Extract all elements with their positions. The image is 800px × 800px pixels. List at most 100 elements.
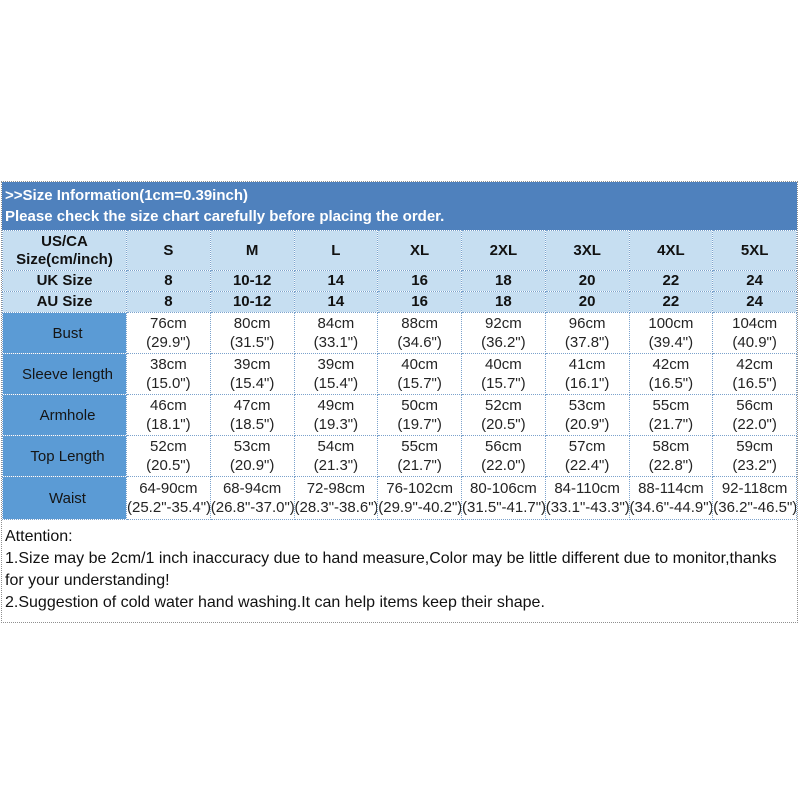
measurement-label: Bust	[2, 312, 127, 354]
value-cm: 49cm	[317, 397, 355, 414]
size-column-header: S	[126, 230, 211, 271]
value-cm: 47cm	[233, 397, 271, 414]
value-cm: 52cm	[485, 397, 522, 414]
value-inch: (33.1"-43.3")	[545, 499, 629, 516]
size-column-header: 2XL	[461, 230, 546, 271]
attention-section: Attention: 1.Size may be 2cm/1 inch inac…	[2, 520, 797, 622]
measurement-value-cell: 88cm (34.6")	[377, 312, 462, 354]
attention-note-1: 1.Size may be 2cm/1 inch inaccuracy due …	[5, 550, 777, 589]
value-cm: 55cm	[652, 397, 690, 414]
measurement-value-cell: 92cm (36.2")	[461, 312, 546, 354]
value-cm: 76-102cm	[386, 480, 453, 497]
value-inch: (22.8")	[648, 457, 694, 474]
value-cm: 40cm	[401, 356, 438, 373]
value-inch: (18.1")	[146, 416, 191, 433]
measurement-row: Waist 64-90cm (25.2"-35.4") 68-94cm (26.8"-3…	[2, 476, 797, 520]
measurement-value-cell: 49cm (19.3")	[293, 394, 379, 436]
region-size-value: 16	[377, 291, 462, 313]
region-size-value: 16	[377, 270, 462, 292]
value-inch: (26.8"-37.0")	[210, 499, 294, 516]
measurement-row: Bust 76cm (29.9") 80cm (31.5") 84cm (33.1") 88c…	[2, 312, 797, 354]
measurement-value-cell: 100cm (39.4")	[628, 312, 714, 354]
value-inch: (22.0")	[732, 416, 777, 433]
size-column-header: L	[293, 230, 379, 271]
region-size-value: 24	[712, 291, 797, 313]
value-inch: (28.3"-38.6")	[294, 499, 378, 516]
region-size-value: 20	[544, 270, 630, 292]
measurement-value-cell: 52cm (20.5")	[126, 435, 211, 477]
value-cm: 96cm	[568, 315, 606, 332]
measurement-value-cell: 56cm (22.0")	[461, 435, 546, 477]
measurement-value-cell: 42cm (16.5")	[712, 353, 797, 395]
region-size-value: 22	[628, 291, 714, 313]
value-inch: (15.7")	[397, 375, 442, 392]
size-column-header: 5XL	[712, 230, 797, 271]
region-size-value: 14	[293, 270, 379, 292]
value-inch: (15.0")	[146, 375, 191, 392]
value-inch: (20.9")	[229, 457, 275, 474]
attention-title: Attention:	[5, 528, 73, 545]
measurement-value-cell: 72-98cm (28.3"-38.6")	[293, 476, 379, 520]
value-cm: 104cm	[732, 315, 778, 332]
value-cm: 46cm	[150, 397, 187, 414]
corner-label: US/CA Size(cm/inch)	[2, 230, 127, 271]
size-info-header: >>Size Information(1cm=0.39inch) Please …	[2, 182, 797, 230]
measurement-label: Armhole	[2, 394, 127, 436]
measurement-value-cell: 92-118cm (36.2"-46.5")	[712, 476, 797, 520]
value-cm: 80cm	[233, 315, 271, 332]
value-inch: (20.5")	[481, 416, 526, 433]
value-inch: (18.5")	[229, 416, 275, 433]
region-size-label: AU Size	[2, 291, 127, 313]
value-inch: (36.2")	[481, 334, 526, 351]
measurement-value-cell: 53cm (20.9")	[209, 435, 295, 477]
value-inch: (15.4")	[313, 375, 359, 392]
region-size-value: 10-12	[209, 270, 295, 292]
attention-note-2: 2.Suggestion of cold water hand washing.…	[5, 594, 545, 611]
value-inch: (21.3")	[313, 457, 359, 474]
measurement-value-cell: 96cm (37.8")	[544, 312, 630, 354]
measurement-value-cell: 54cm (21.3")	[293, 435, 379, 477]
size-info-title: >>Size Information(1cm=0.39inch)	[5, 187, 248, 204]
measurement-value-cell: 104cm (40.9")	[712, 312, 797, 354]
value-cm: 72-98cm	[306, 480, 366, 497]
size-info-subtitle: Please check the size chart carefully be…	[5, 208, 445, 225]
value-inch: (39.4")	[648, 334, 694, 351]
region-size-row: UK Size 8 10-12 14 16 18 20 22 24	[2, 270, 797, 292]
value-cm: 42cm	[736, 356, 773, 373]
region-size-value: 10-12	[209, 291, 295, 313]
measurement-value-cell: 38cm (15.0")	[126, 353, 211, 395]
value-cm: 88cm	[401, 315, 438, 332]
region-size-value: 20	[544, 291, 630, 313]
measurement-value-cell: 42cm (16.5")	[628, 353, 714, 395]
measurement-label: Waist	[2, 476, 127, 520]
value-inch: (23.2")	[732, 457, 777, 474]
size-chart-table: US/CA Size(cm/inch) S M L XL 2XL 3XL 4XL 5XL UK…	[2, 230, 797, 520]
value-cm: 100cm	[648, 315, 694, 332]
value-cm: 57cm	[568, 438, 606, 455]
measurement-row: Sleeve length 38cm (15.0") 39cm (15.4") 39cm (…	[2, 353, 797, 395]
measurement-value-cell: 40cm (15.7")	[461, 353, 546, 395]
value-cm: 50cm	[401, 397, 438, 414]
size-column-header: XL	[377, 230, 462, 271]
region-size-value: 18	[461, 270, 546, 292]
value-cm: 76cm	[150, 315, 187, 332]
value-cm: 39cm	[233, 356, 271, 373]
value-cm: 59cm	[736, 438, 773, 455]
region-size-value: 8	[126, 291, 211, 313]
value-inch: (40.9")	[732, 334, 777, 351]
measurement-value-cell: 46cm (18.1")	[126, 394, 211, 436]
measurement-value-cell: 84cm (33.1")	[293, 312, 379, 354]
value-inch: (22.0")	[481, 457, 526, 474]
value-inch: (22.4")	[564, 457, 610, 474]
value-cm: 84-110cm	[554, 480, 620, 497]
region-size-value: 14	[293, 291, 379, 313]
value-cm: 84cm	[317, 315, 355, 332]
measurement-value-cell: 52cm (20.5")	[461, 394, 546, 436]
measurement-value-cell: 53cm (20.9")	[544, 394, 630, 436]
value-inch: (15.7")	[481, 375, 526, 392]
value-inch: (16.1")	[564, 375, 610, 392]
value-inch: (37.8")	[564, 334, 610, 351]
value-cm: 80-106cm	[470, 480, 537, 497]
value-inch: (31.5")	[229, 334, 275, 351]
value-inch: (34.6")	[397, 334, 442, 351]
